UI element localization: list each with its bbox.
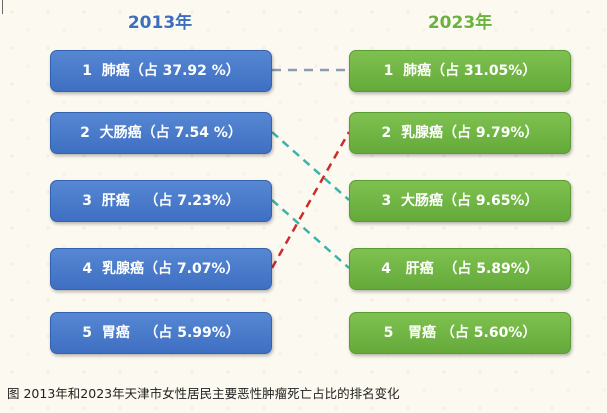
right-rank-1-lung: 1 肺癌（占 31.05%） (349, 50, 571, 92)
connector-liver (271, 199, 350, 269)
right-rank-3-colorectal: 3 大肠癌（占 9.65%） (349, 180, 571, 222)
title-2023: 2023年 (427, 13, 493, 33)
right-rank-4-liver: 4 肝癌 （占 5.89%） (349, 248, 571, 290)
right-rank-2-breast: 2 乳腺癌（占 9.79%） (349, 112, 571, 154)
connector-breast (270, 131, 351, 269)
connector-colorectal (271, 131, 350, 201)
left-rank-2-colorectal: 2 大肠癌（占 7.54 %） (50, 112, 272, 154)
left-rank-4-breast: 4 乳腺癌（占 7.07%） (50, 248, 272, 290)
left-rank-5-stomach: 5 胃癌 （占 5.99%） (50, 312, 272, 354)
figure-caption: 图 2013年和2023年天津市女性居民主要恶性肿瘤死亡占比的排名变化 (7, 386, 400, 401)
left-rank-3-liver: 3 肝癌 （占 7.23%） (50, 180, 272, 222)
right-rank-5-stomach: 5 胃癌 （占 5.60%） (349, 312, 571, 354)
left-rank-1-lung: 1 肺癌（占 37.92 %） (50, 50, 272, 92)
divider (2, 0, 3, 14)
title-2013: 2013年 (127, 13, 193, 33)
